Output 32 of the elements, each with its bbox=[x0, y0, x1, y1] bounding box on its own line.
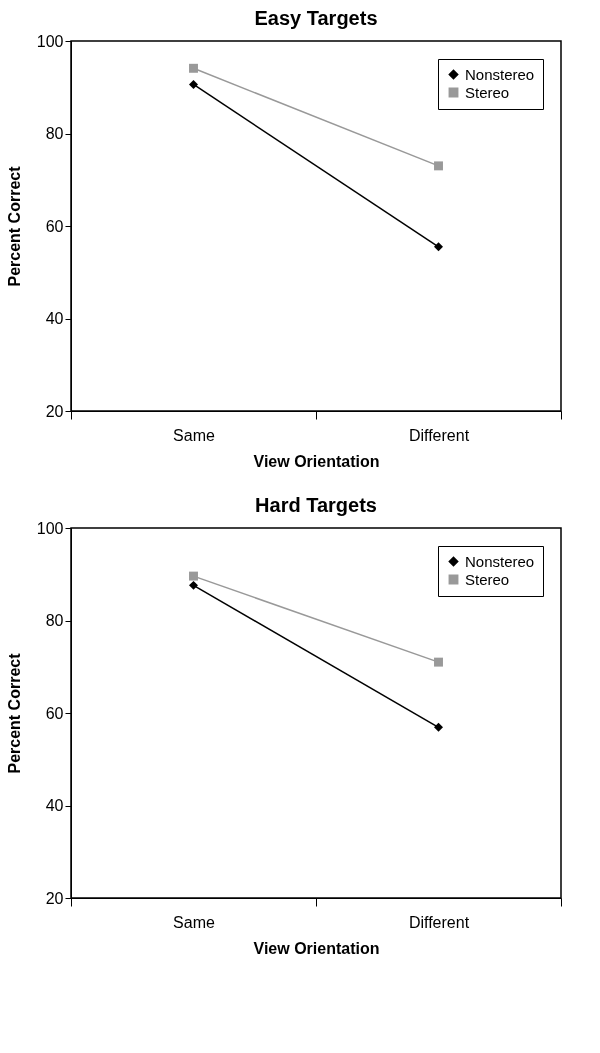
point bbox=[189, 580, 198, 590]
point bbox=[189, 571, 198, 581]
point bbox=[434, 722, 443, 732]
point bbox=[434, 657, 443, 667]
point bbox=[189, 63, 198, 73]
legend-label: Stereo bbox=[465, 570, 510, 588]
point bbox=[434, 242, 443, 252]
y-tick-label: 40 bbox=[45, 797, 64, 814]
y-tick-label: 80 bbox=[45, 612, 64, 629]
point bbox=[434, 161, 443, 171]
y-axis-title: Percent Correct bbox=[5, 652, 23, 774]
y-tick-label: 80 bbox=[45, 125, 64, 142]
x-axis-title: View Orientation bbox=[253, 939, 380, 957]
chart-title: Hard Targets bbox=[255, 494, 377, 516]
y-axis-title: Percent Correct bbox=[5, 165, 23, 287]
chart-title: Easy Targets bbox=[254, 7, 378, 29]
x-tick-label: Same bbox=[173, 426, 215, 444]
y-tick-label: 20 bbox=[45, 402, 64, 420]
x-tick-label: Same bbox=[173, 913, 215, 931]
y-tick-label: 60 bbox=[45, 217, 64, 235]
y-tick-label: 20 bbox=[45, 889, 64, 907]
y-tick-label: 100 bbox=[36, 519, 64, 537]
y-tick-label: 100 bbox=[36, 32, 64, 50]
x-tick-label: Different bbox=[408, 913, 470, 931]
legend-label: Nonstereo bbox=[465, 552, 535, 570]
x-tick-label: Different bbox=[408, 426, 470, 444]
y-tick-label: 60 bbox=[45, 704, 64, 722]
legend-label: Stereo bbox=[465, 83, 510, 101]
y-tick-label: 40 bbox=[45, 310, 64, 327]
x-axis-title: View Orientation bbox=[253, 452, 380, 470]
point bbox=[189, 80, 198, 89]
legend-label: Nonstereo bbox=[465, 65, 535, 83]
